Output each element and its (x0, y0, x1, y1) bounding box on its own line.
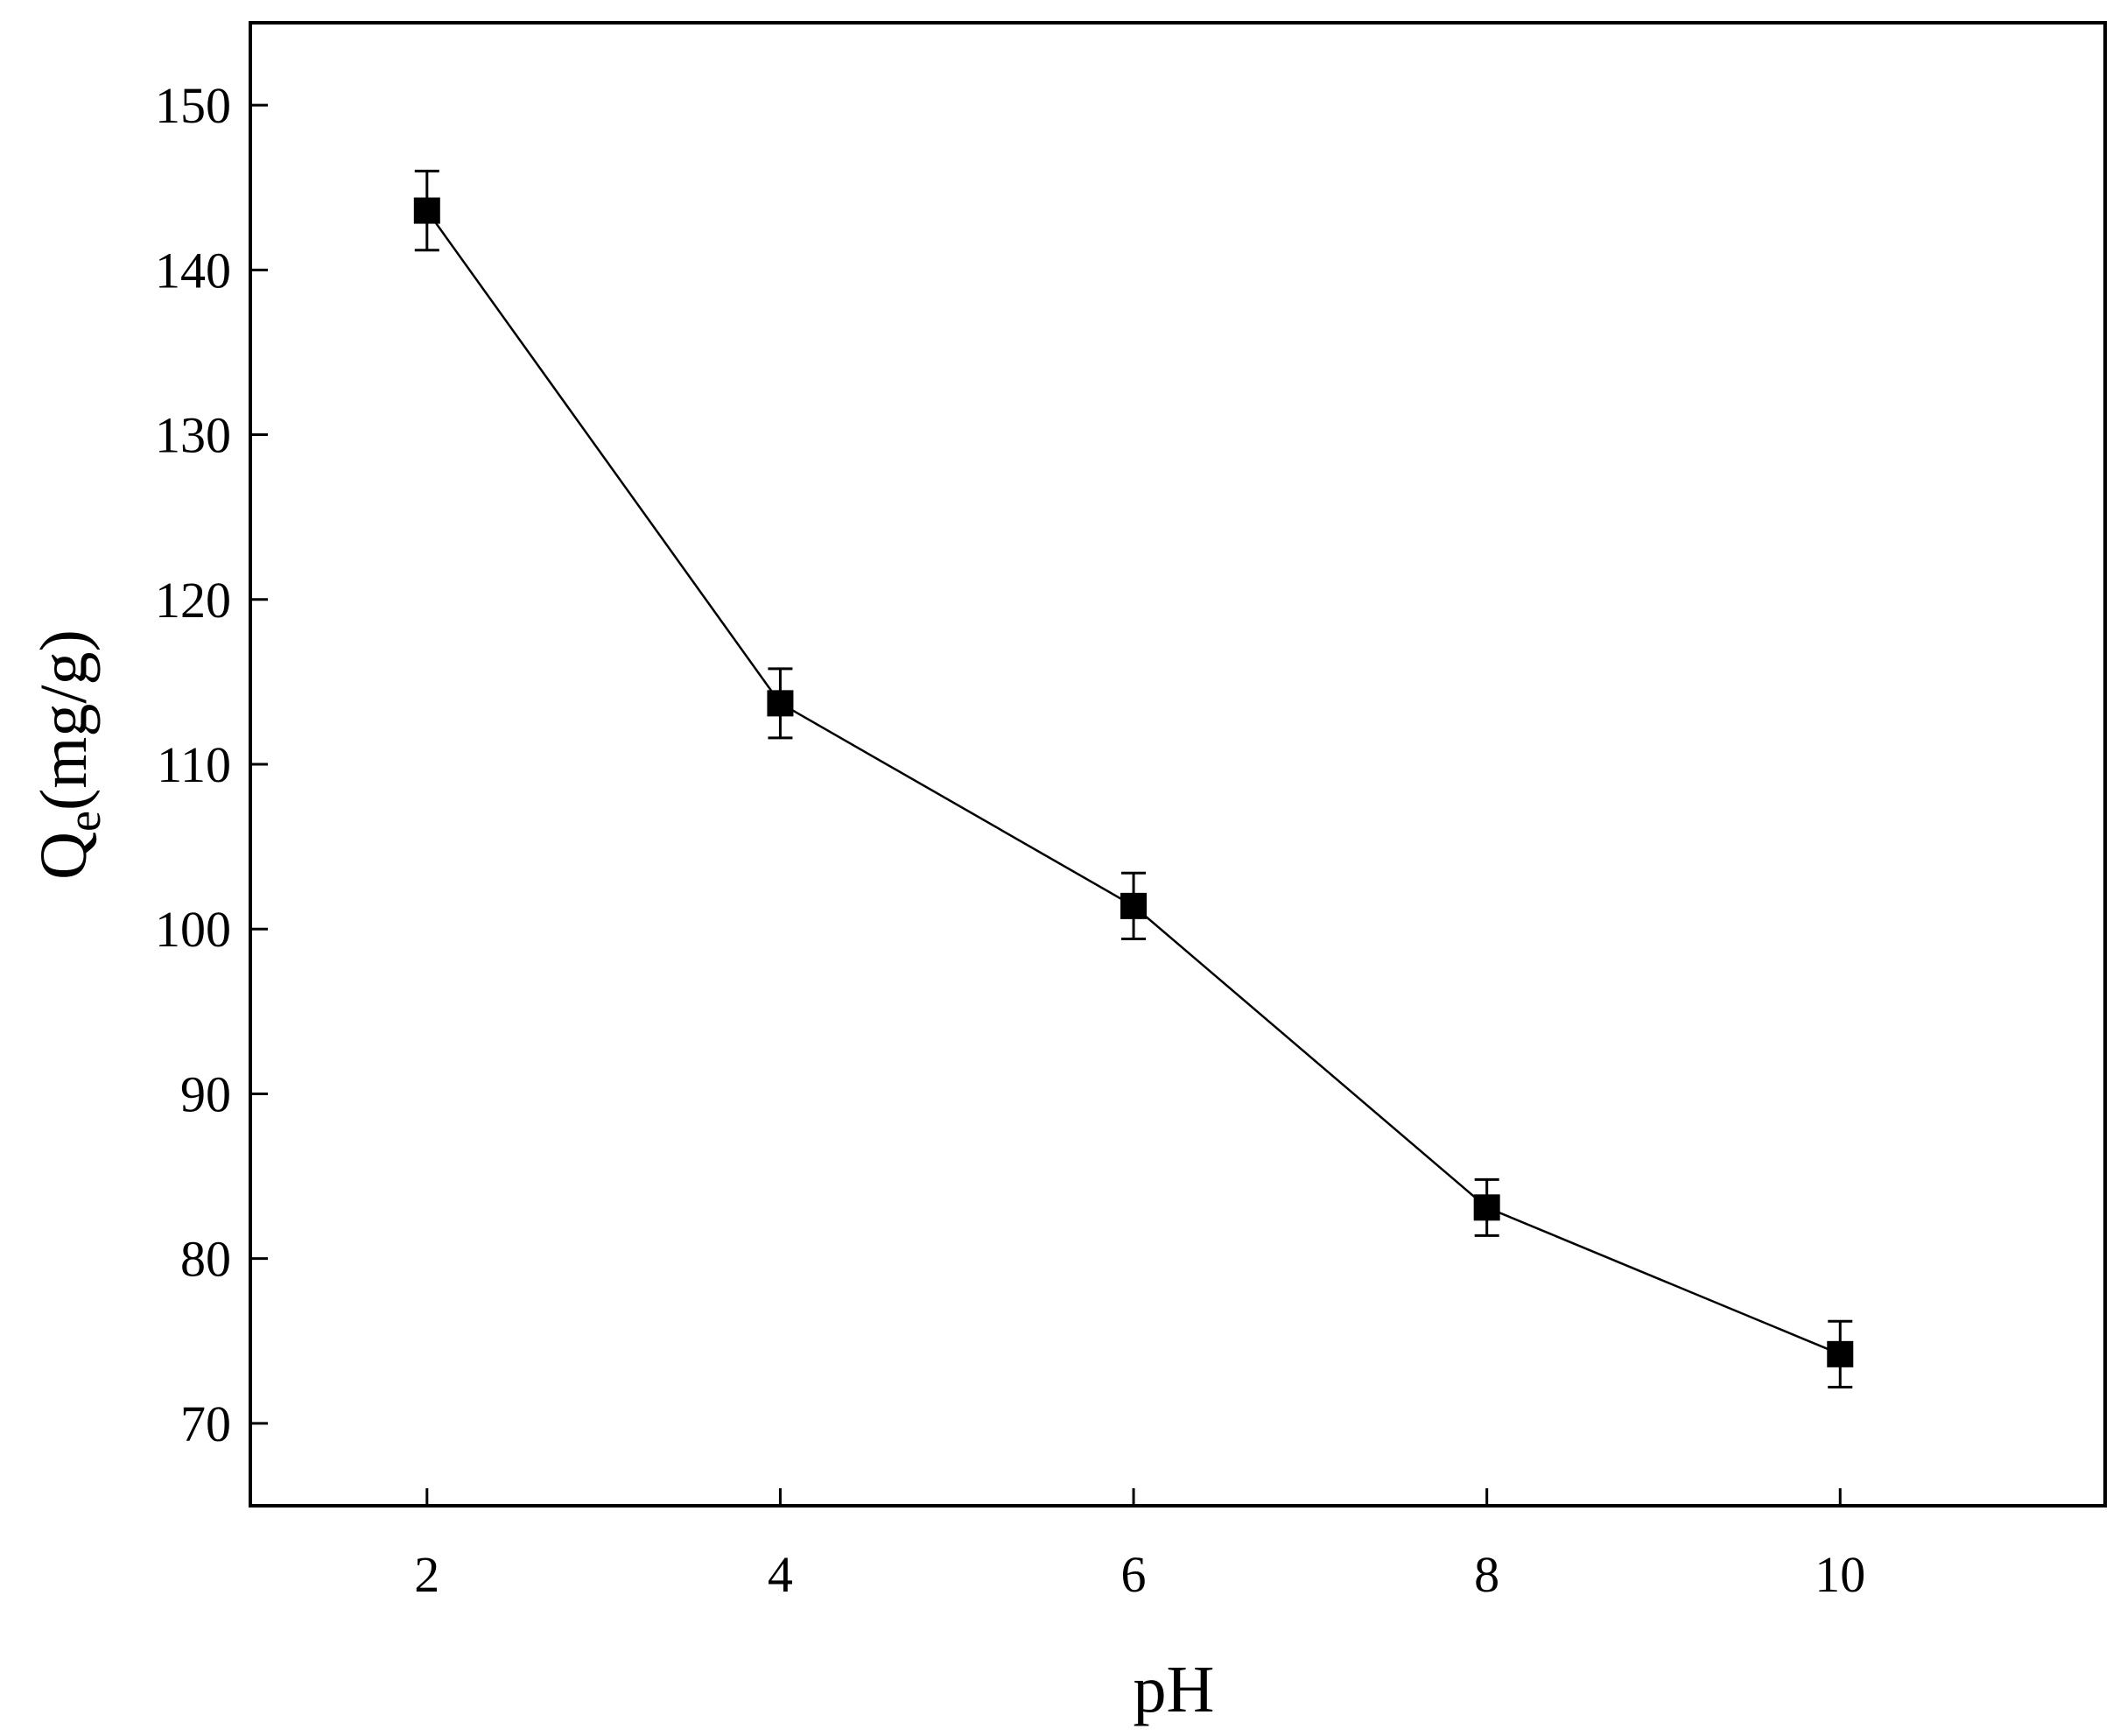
data-series (413, 169, 1854, 1388)
plot-border (249, 21, 2107, 1508)
data-point (767, 690, 794, 717)
x-axis: 2 4 6 8 10 (414, 1488, 1865, 1603)
data-point (413, 197, 440, 224)
x-tick-label: 4 (768, 1546, 793, 1603)
y-axis: 70 80 90 100 110 120 130 140 150 (155, 77, 268, 1452)
y-tick-label: 100 (155, 901, 231, 958)
y-axis-label-main: Q (27, 832, 101, 880)
y-axis-label-unit: (mg/g) (27, 629, 101, 811)
x-tick-label: 2 (414, 1546, 439, 1603)
y-tick-label: 110 (157, 736, 231, 793)
y-tick-label: 140 (155, 242, 231, 299)
x-tick-label: 6 (1121, 1546, 1147, 1603)
y-tick-label: 130 (155, 407, 231, 464)
x-axis-label: pH (1134, 1653, 1215, 1726)
plot-frame (249, 21, 2107, 1508)
series-line (425, 209, 1841, 1355)
y-axis-label: Qe(mg/g) (27, 629, 110, 880)
data-point (1827, 1340, 1854, 1367)
x-tick-label: 10 (1815, 1546, 1865, 1603)
y-tick-label: 80 (180, 1231, 231, 1288)
y-axis-label-subscript: e (58, 811, 110, 832)
data-point (1473, 1194, 1500, 1221)
x-tick-label: 8 (1474, 1546, 1499, 1603)
y-tick-label: 150 (155, 77, 231, 134)
y-tick-label: 90 (180, 1065, 231, 1122)
y-tick-label: 70 (180, 1395, 231, 1452)
data-point (1120, 892, 1148, 919)
y-tick-label: 120 (155, 572, 231, 629)
